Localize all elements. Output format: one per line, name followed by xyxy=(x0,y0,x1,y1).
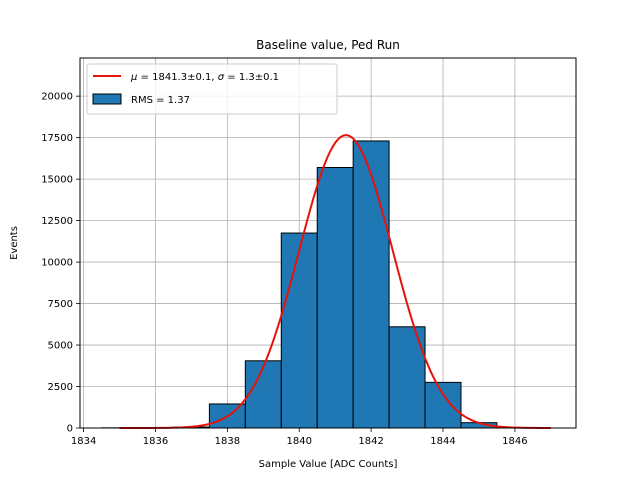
chart-title: Baseline value, Ped Run xyxy=(256,38,400,52)
x-tick-label: 1842 xyxy=(358,436,383,447)
y-tick-label: 15000 xyxy=(41,175,73,186)
legend: μ = 1841.3±0.1, σ = 1.3±0.1 RMS = 1.37 xyxy=(86,63,338,115)
y-tick-label: 10000 xyxy=(41,258,73,269)
x-axis-label: Sample Value [ADC Counts] xyxy=(259,459,398,470)
fit-curve xyxy=(119,134,551,429)
x-tick-label: 1846 xyxy=(502,436,527,447)
x-tick-label: 1844 xyxy=(430,436,455,447)
y-tick-label: 17500 xyxy=(41,133,73,144)
gaussian-fit xyxy=(119,134,551,429)
histogram-bar xyxy=(352,140,390,429)
y-tick-label: 2500 xyxy=(48,382,73,393)
x-tick-label: 1834 xyxy=(71,436,96,447)
histogram-bar xyxy=(424,381,462,429)
legend-hist-label: RMS = 1.37 xyxy=(131,95,190,106)
legend-mu-symbol: μ xyxy=(130,72,137,83)
y-tick-label: 0 xyxy=(67,424,73,435)
x-axis-ticks: 1834 1836 1838 1840 1842 1844 1846 xyxy=(71,428,528,447)
legend-mu-value: = 1841.3±0.1, xyxy=(137,72,217,83)
histogram-bar xyxy=(316,167,354,429)
legend-sigma-value: = 1.3±0.1 xyxy=(224,72,279,83)
x-tick-label: 1840 xyxy=(287,436,312,447)
legend-sigma-symbol: σ xyxy=(218,72,225,83)
y-axis-ticks: 0 2500 5000 7500 10000 12500 15000 17500 20000 xyxy=(41,92,80,435)
y-tick-label: 12500 xyxy=(41,216,73,227)
plot-frame xyxy=(79,57,577,429)
legend-hist-swatch xyxy=(92,93,122,105)
y-tick-label: 5000 xyxy=(48,341,73,352)
y-axis-label: Events xyxy=(9,226,20,260)
histogram-bar xyxy=(280,232,318,429)
legend-fit-label: μ = 1841.3±0.1, σ = 1.3±0.1 xyxy=(130,72,279,83)
y-tick-label: 20000 xyxy=(41,92,73,103)
y-tick-label: 7500 xyxy=(48,299,73,310)
x-tick-label: 1838 xyxy=(215,436,240,447)
legend-box xyxy=(86,63,338,115)
histogram-bar xyxy=(244,360,282,429)
x-tick-label: 1836 xyxy=(143,436,168,447)
